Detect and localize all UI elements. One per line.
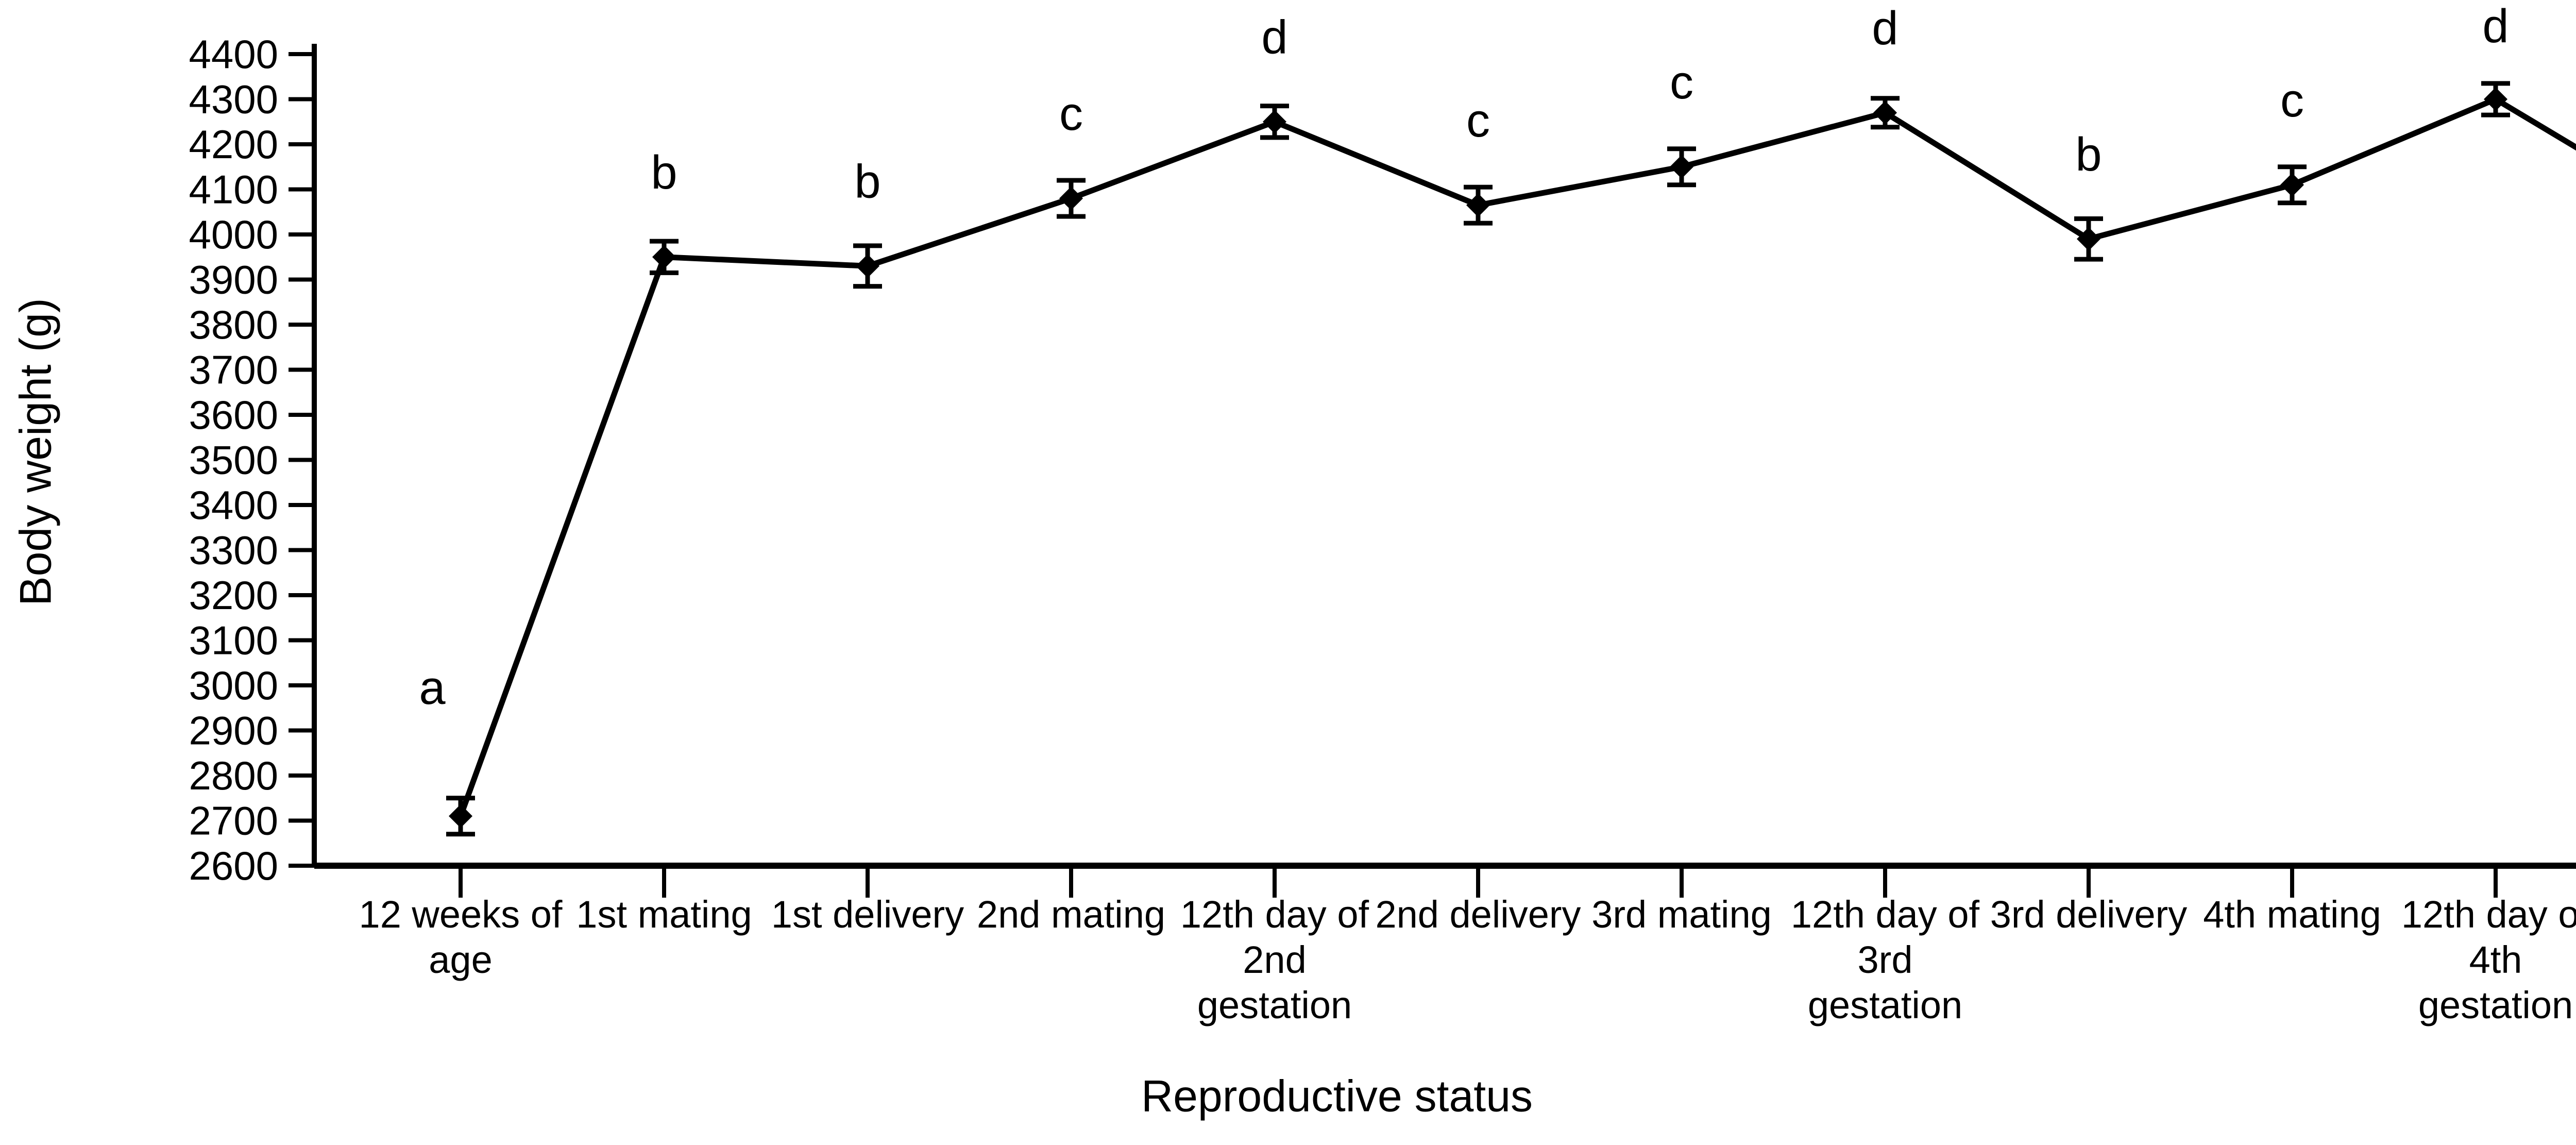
y-tick-label: 4200 <box>189 122 278 167</box>
x-category-label: 4th mating <box>2203 893 2381 936</box>
x-category-label: 1st mating <box>576 893 752 936</box>
y-tick-label: 2600 <box>189 843 278 888</box>
y-tick-label: 3000 <box>189 663 278 708</box>
significance-letter: d <box>1261 11 1287 63</box>
y-tick-label: 3100 <box>189 618 278 663</box>
y-tick-label: 3400 <box>189 482 278 528</box>
y-tick-label: 2800 <box>189 753 278 798</box>
significance-letter: c <box>1670 56 1693 109</box>
significance-letter: b <box>651 146 677 199</box>
significance-letter: c <box>1059 88 1083 140</box>
data-point-marker <box>1670 155 1693 179</box>
y-tick-label: 3200 <box>189 572 278 618</box>
y-tick-label: 3900 <box>189 257 278 302</box>
y-tick-label: 3600 <box>189 392 278 437</box>
x-category-label: 2nd delivery <box>1375 893 1581 936</box>
x-category-label: 12 weeks of age <box>359 893 563 981</box>
y-tick-label: 2900 <box>189 708 278 753</box>
y-tick-label: 2700 <box>189 798 278 844</box>
x-category-label: 3rd mating <box>1591 893 1772 936</box>
significance-letter: c <box>2280 74 2304 127</box>
data-point-marker <box>1263 110 1286 134</box>
y-tick-label: 4400 <box>189 31 278 77</box>
data-point-marker <box>1466 193 1490 217</box>
series-line <box>457 96 2576 817</box>
data-point-marker <box>2484 87 2507 111</box>
y-tick-label: 3800 <box>189 302 278 347</box>
x-category-label: 1st delivery <box>771 893 964 936</box>
significance-letter: a <box>419 662 446 714</box>
y-tick-label: 3700 <box>189 347 278 393</box>
data-point-marker <box>856 254 879 278</box>
x-category-label: 2nd mating <box>977 893 1165 936</box>
data-point-marker <box>1873 100 1897 125</box>
x-category-label: 12th day of 3rd gestation <box>1791 893 1980 1026</box>
y-axis-title: Body weight (g) <box>11 298 61 606</box>
x-category-label: 12th day of 4th gestation <box>2401 893 2576 1026</box>
x-category-label: 3rd delivery <box>1990 893 2188 936</box>
x-axis-title: Reproductive status <box>1141 1071 1533 1121</box>
data-point-marker <box>449 804 472 828</box>
data-point-marker <box>2077 227 2100 251</box>
significance-letter: c <box>1466 94 1490 147</box>
significance-letter: d <box>1872 2 1898 55</box>
y-tick-label: 4100 <box>189 167 278 212</box>
significance-letter: b <box>2075 128 2102 181</box>
data-point-marker <box>1059 187 1083 210</box>
y-tick-label: 4300 <box>189 77 278 122</box>
x-category-label: 12th day of 2nd gestation <box>1180 893 1369 1026</box>
data-point-marker <box>652 245 676 269</box>
significance-letter: b <box>854 155 880 208</box>
y-tick-label: 4000 <box>189 212 278 257</box>
y-tick-label: 3300 <box>189 528 278 573</box>
y-tick-label: 3500 <box>189 437 278 483</box>
data-point-marker <box>2280 173 2304 197</box>
significance-letter: d <box>2482 0 2509 53</box>
